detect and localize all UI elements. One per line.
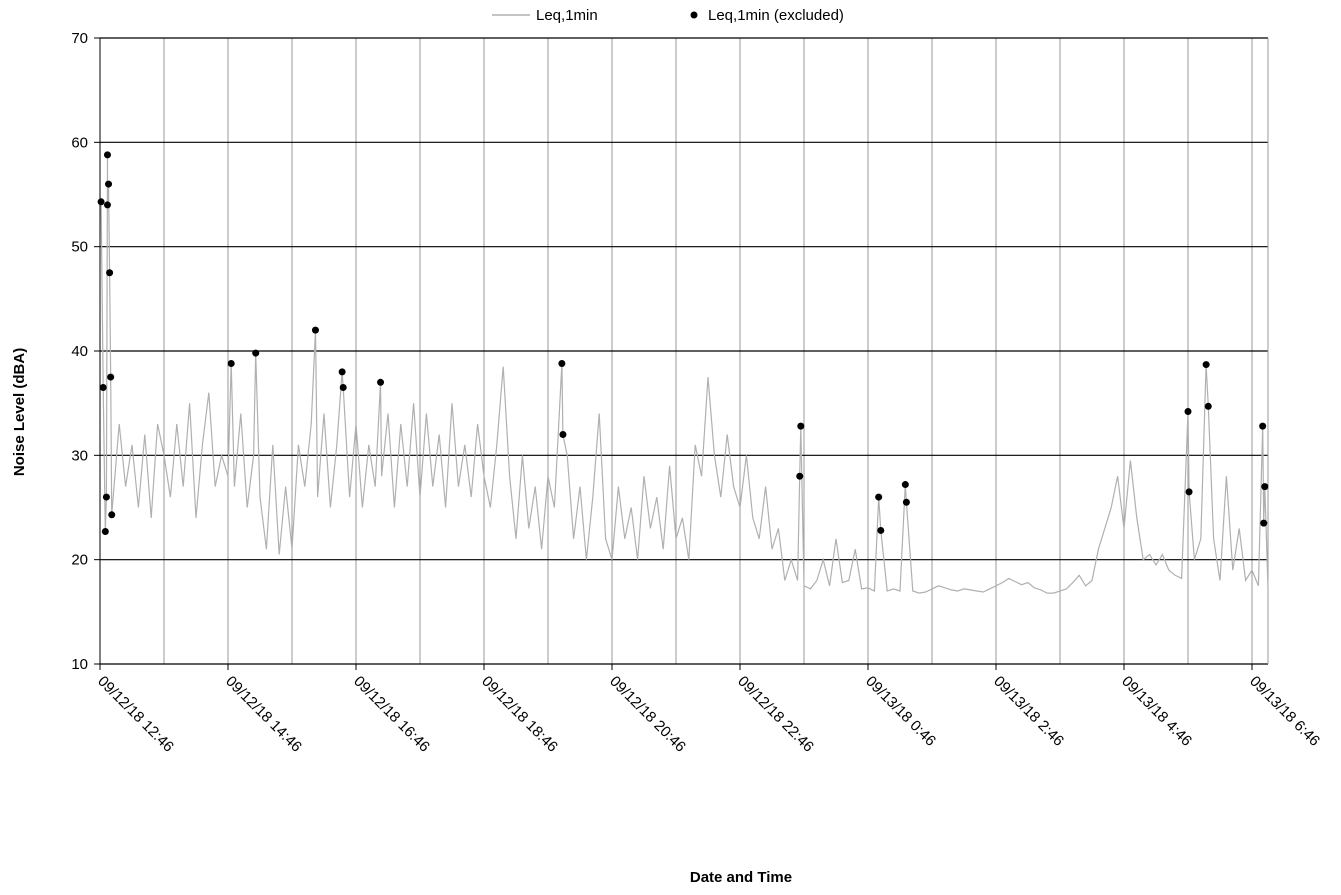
data-point: [797, 422, 805, 430]
y-tick-label: 40: [71, 343, 88, 360]
data-point: [252, 349, 260, 357]
y-tick-label: 50: [71, 239, 88, 256]
x-tick-label: 09/12/18 12:46: [94, 673, 177, 756]
data-point: [877, 526, 885, 534]
data-point: [101, 527, 109, 535]
x-axis-label: Date and Time: [690, 869, 792, 886]
legend-label: Leq,1min (excluded): [708, 7, 844, 24]
data-point: [105, 180, 113, 188]
data-point: [1204, 402, 1212, 410]
data-point: [1202, 361, 1210, 369]
data-point: [311, 326, 319, 334]
x-tick-label: 09/12/18 22:46: [734, 673, 817, 756]
data-point: [901, 481, 909, 489]
data-point: [902, 498, 910, 506]
legend-label: Leq,1min: [536, 7, 598, 24]
x-tick-label: 09/12/18 20:46: [606, 673, 689, 756]
data-line: [99, 154, 1269, 594]
data-point: [1260, 519, 1268, 527]
data-point: [103, 151, 111, 159]
x-tick-label: 09/13/18 0:46: [862, 673, 939, 750]
y-tick-label: 20: [71, 552, 88, 569]
x-tick-label: 09/13/18 6:46: [1246, 673, 1323, 750]
y-tick-label: 70: [71, 30, 88, 47]
data-point: [1259, 422, 1267, 430]
x-tick-label: 09/12/18 16:46: [350, 673, 433, 756]
data-point: [227, 360, 235, 368]
y-axis-label: Noise Level (dBA): [11, 348, 28, 476]
legend-marker: [690, 11, 698, 19]
data-point: [558, 360, 566, 368]
data-point: [106, 269, 114, 277]
x-tick-label: 09/12/18 14:46: [222, 673, 305, 756]
data-point: [102, 493, 110, 501]
data-point: [377, 378, 385, 386]
data-point: [875, 493, 883, 501]
data-point: [1184, 408, 1192, 416]
x-tick-label: 09/13/18 4:46: [1118, 673, 1195, 750]
x-tick-label: 09/12/18 18:46: [478, 673, 561, 756]
data-point: [99, 384, 107, 392]
data-point: [559, 430, 567, 438]
y-tick-label: 10: [71, 656, 88, 673]
data-point: [97, 198, 105, 206]
data-point: [1261, 483, 1269, 491]
data-point: [103, 201, 111, 209]
data-point: [1185, 488, 1193, 496]
y-tick-label: 60: [71, 134, 88, 151]
data-point: [107, 373, 115, 381]
x-tick-label: 09/13/18 2:46: [990, 673, 1067, 750]
y-tick-label: 30: [71, 447, 88, 464]
data-point: [338, 368, 346, 376]
data-point: [108, 511, 116, 519]
data-point: [796, 472, 804, 480]
data-point: [339, 384, 347, 392]
